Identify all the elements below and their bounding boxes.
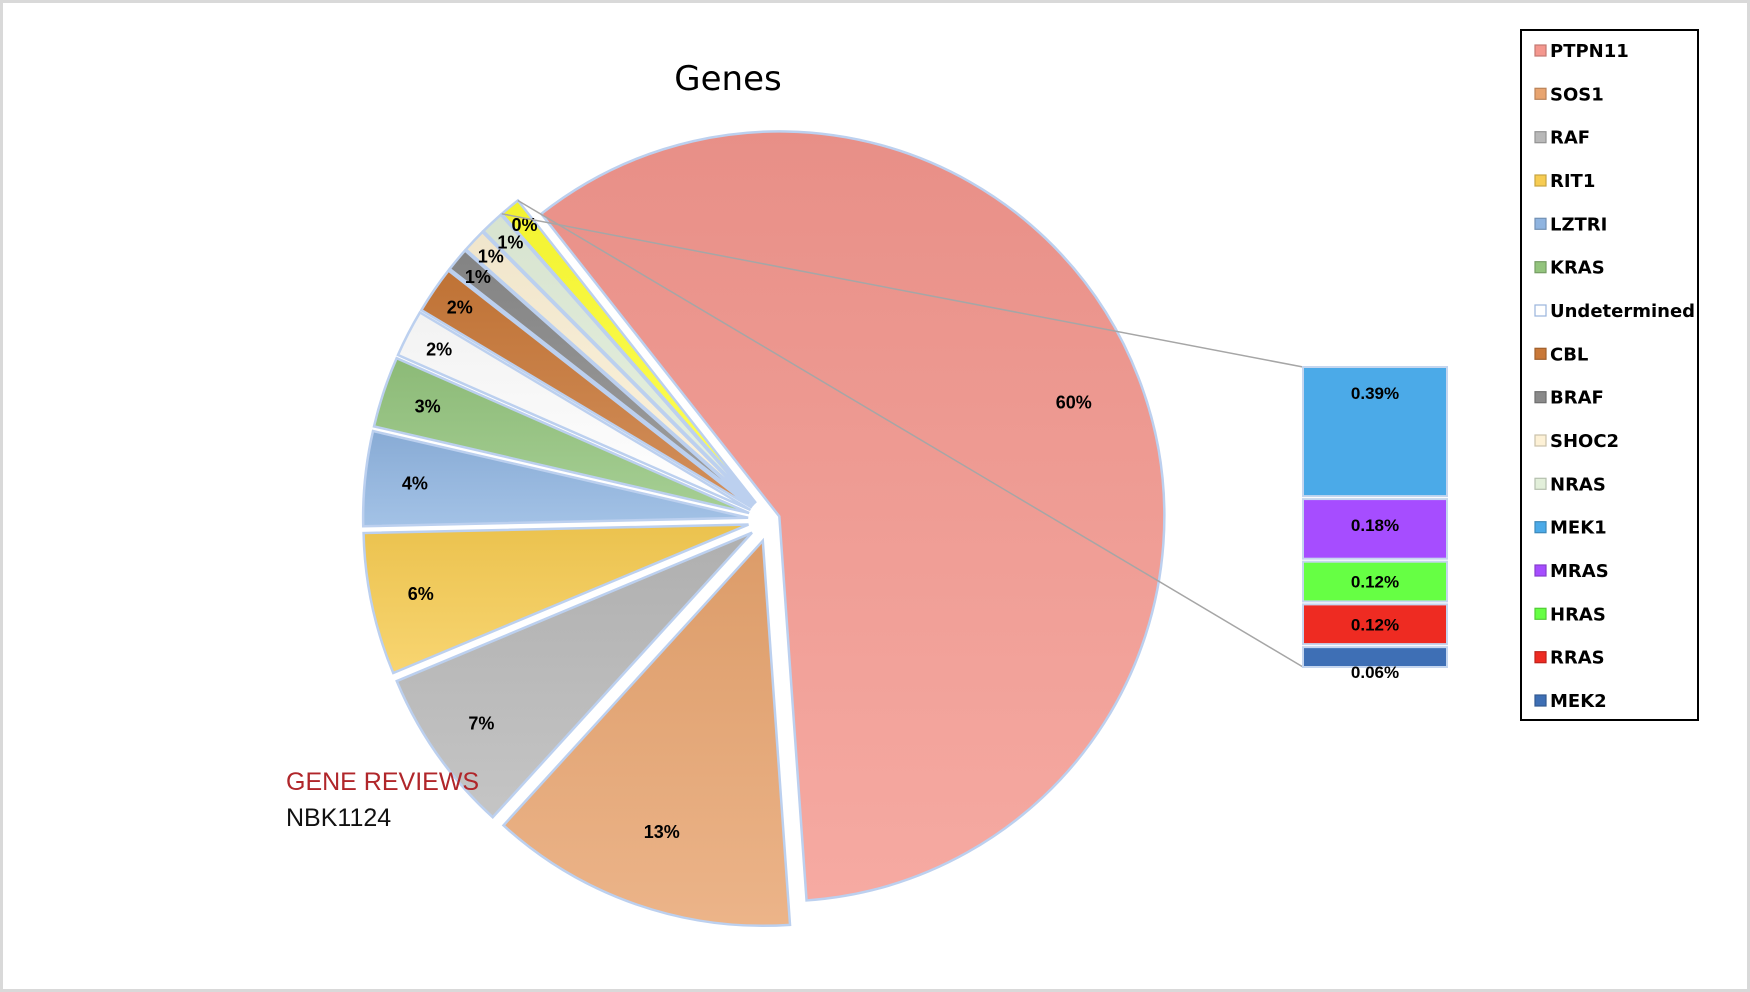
slice-label-rit1: 6% xyxy=(408,584,434,604)
legend-swatch-lztri xyxy=(1534,217,1547,230)
pie-slice-rit1 xyxy=(362,523,749,675)
breakdown-segment-mras xyxy=(1302,498,1448,560)
legend-swatch-shoc2 xyxy=(1534,434,1547,447)
connector-top xyxy=(501,213,1304,368)
slice-label-undetermined: 2% xyxy=(426,339,452,359)
legend-swatch-mek2 xyxy=(1534,694,1547,707)
legend-swatch-rras xyxy=(1534,651,1547,664)
pie-slice-undetermined xyxy=(396,310,752,512)
legend-box xyxy=(1520,29,1699,721)
slice-label-cbl: 2% xyxy=(447,297,473,317)
legend-label-kras: KRAS xyxy=(1550,258,1605,279)
legend-label-rras: RRAS xyxy=(1550,648,1605,669)
slice-label-kras: 3% xyxy=(415,396,441,416)
legend-swatch-raf xyxy=(1534,131,1547,144)
slice-label-nras: 1% xyxy=(497,232,523,252)
legend-label-ptpn11: PTPN11 xyxy=(1550,41,1629,62)
breakdown-label-mras: 0.18% xyxy=(1351,516,1399,535)
legend-label-hras: HRAS xyxy=(1550,604,1606,625)
pie-slice-raf xyxy=(395,531,753,820)
legend-label-mek1: MEK1 xyxy=(1550,518,1607,539)
legend-label-rit1: RIT1 xyxy=(1550,171,1595,192)
pie-slice-ptpn11 xyxy=(539,130,1166,902)
breakdown-label-mek1: 0.39% xyxy=(1351,384,1399,403)
legend-swatch-sos1 xyxy=(1534,87,1547,100)
pie-slice-braf xyxy=(447,248,754,507)
pie-slice-labels: 60%13%7%6%4%3%2%2%1%1%1%0% xyxy=(402,215,1092,842)
legend-label-braf: BRAF xyxy=(1550,388,1604,409)
legend-swatch-mek1 xyxy=(1534,521,1547,534)
legend-label-mek2: MEK2 xyxy=(1550,691,1607,712)
legend-label-lztri: LZTRI xyxy=(1550,214,1607,235)
source-id: NBK1124 xyxy=(286,804,391,832)
breakdown-segment-rras xyxy=(1302,603,1448,646)
source-title: GENE REVIEWS xyxy=(286,768,479,796)
legend-swatch-rit1 xyxy=(1534,174,1547,187)
breakdown-segment-hras xyxy=(1302,560,1448,603)
breakdown-bar: 0.39% 0.18% 0.12% 0.12% 0.06% xyxy=(1302,366,1448,682)
legend-swatch-nras xyxy=(1534,477,1547,490)
pie-slice-lztri xyxy=(361,429,749,528)
legend-swatch-hras xyxy=(1534,607,1547,620)
legend-label-sos1: SOS1 xyxy=(1550,84,1604,105)
legend-label-undetermined: Undetermined xyxy=(1550,301,1695,322)
legend-swatch-undetermined xyxy=(1534,304,1547,317)
legend-swatch-cbl xyxy=(1534,347,1547,360)
breakdown-connectors xyxy=(501,199,1304,668)
slice-label-ptpn11: 60% xyxy=(1056,393,1092,413)
legend-label-cbl: CBL xyxy=(1550,344,1588,365)
slice-label-lztri: 4% xyxy=(402,474,428,494)
breakdown-label-rras: 0.12% xyxy=(1351,615,1399,634)
legend-label-mras: MRAS xyxy=(1550,561,1609,582)
legend: PTPN11 SOS1 RAF RIT1 LZTRI KRAS Undetermined CB… xyxy=(1520,29,1699,721)
slice-label-shoc2: 1% xyxy=(478,247,504,267)
pie-slice-shoc2 xyxy=(464,230,755,506)
breakdown-label-hras: 0.12% xyxy=(1351,573,1399,592)
legend-swatch-kras xyxy=(1534,261,1547,274)
breakdown-segment-mek2 xyxy=(1302,646,1448,669)
breakdown-segment-mek1 xyxy=(1302,366,1448,498)
chart-title: Genes xyxy=(674,59,781,99)
breakdown-label-mek2: 0.06% xyxy=(1351,663,1399,682)
legend-swatch-braf xyxy=(1534,391,1547,404)
pie-slice-kras xyxy=(372,356,750,515)
legend-label-raf: RAF xyxy=(1550,128,1590,149)
slice-label-braf: 1% xyxy=(465,267,491,287)
legend-label-shoc2: SHOC2 xyxy=(1550,431,1619,452)
pie-slice-cbl xyxy=(419,268,753,509)
connector-bottom xyxy=(517,199,1304,668)
pie-slice-nras xyxy=(481,212,756,505)
pie-slice-sos1 xyxy=(501,537,792,928)
legend-label-nras: NRAS xyxy=(1550,474,1606,495)
pie-slices xyxy=(361,130,1166,928)
slice-label-raf: 7% xyxy=(468,713,494,733)
legend-swatch-ptpn11 xyxy=(1534,44,1547,57)
slice-label-sos1: 13% xyxy=(644,822,680,842)
legend-swatch-mras xyxy=(1534,564,1547,577)
